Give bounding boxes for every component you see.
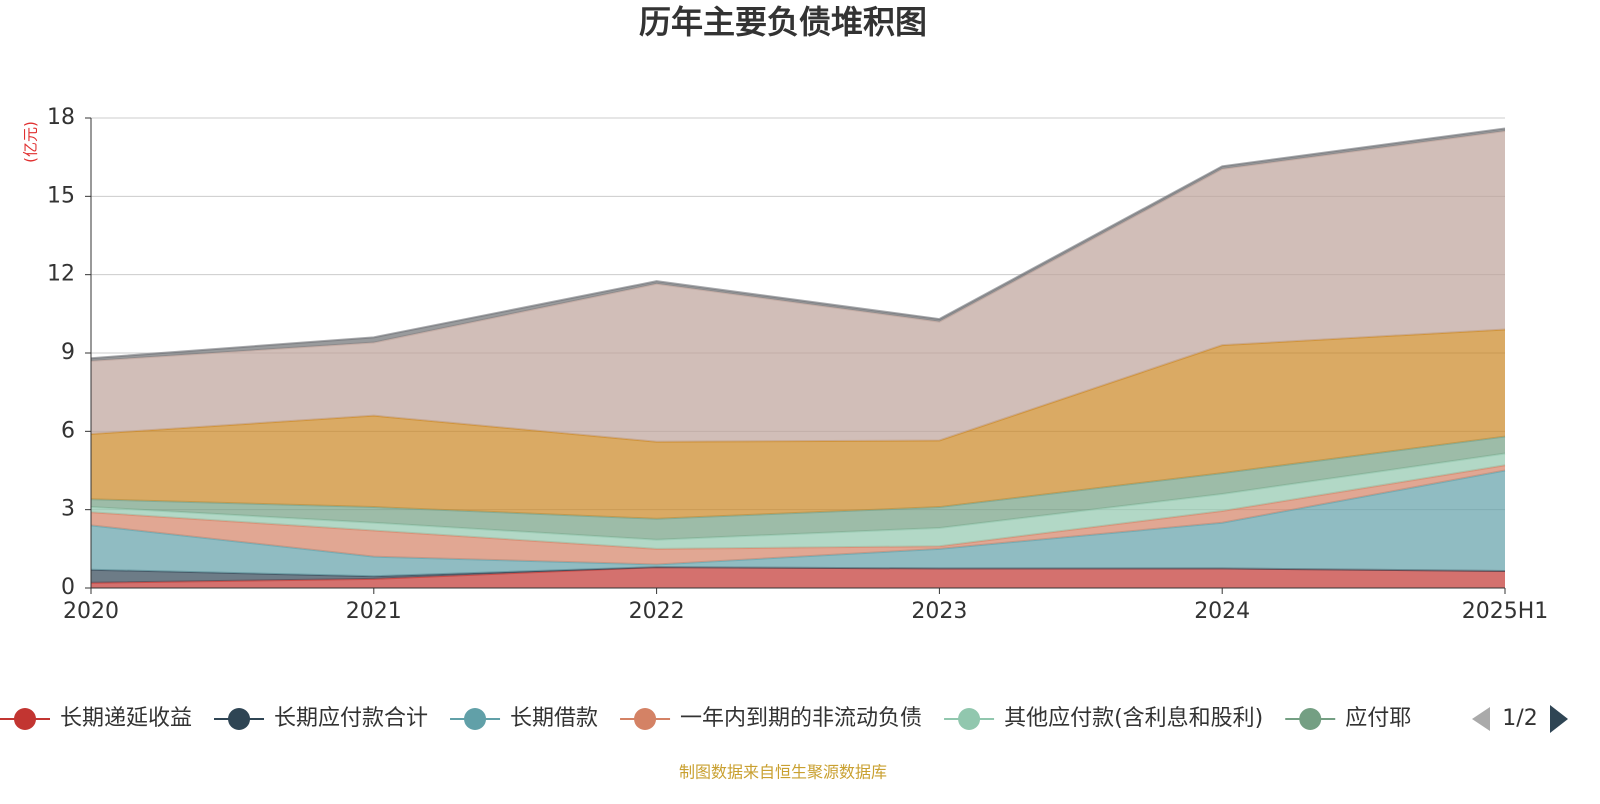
area: [91, 465, 1505, 565]
area: [91, 131, 1505, 442]
x-tick-label: 2020: [63, 599, 119, 624]
y-tick-label: 0: [61, 575, 75, 600]
legend-label: 长期递延收益: [60, 706, 192, 731]
x-tick-label: 2025H1: [1462, 599, 1549, 624]
legend-marker: [634, 708, 657, 730]
chart-title: 历年主要负债堆积图: [639, 3, 927, 41]
legend: 长期递延收益 长期应付款合计 长期借款 一年内到期的非流动负债 其他应付款(含利息和股利…: [0, 706, 1411, 731]
area: [91, 470, 1505, 577]
area: [91, 453, 1505, 549]
x-tick-label: 2022: [629, 599, 685, 624]
y-tick-label: 15: [47, 183, 75, 208]
y-tick-label: 18: [47, 105, 75, 130]
legend-marker: [464, 708, 487, 730]
y-tick-label: 3: [61, 497, 75, 522]
legend-label: 应付耶: [1345, 706, 1411, 731]
legend-marker: [14, 708, 36, 730]
y-tick-label: 12: [47, 262, 75, 287]
area: [91, 329, 1505, 519]
legend-marker: [228, 708, 251, 730]
legend-marker: [958, 708, 981, 730]
y-unit: (亿元): [22, 121, 40, 163]
legend-label: 长期应付款合计: [274, 706, 428, 731]
x-tick-label: 2021: [346, 599, 402, 624]
y-tick-label: 9: [61, 340, 75, 365]
area-line: [90, 130, 1506, 362]
legend-next[interactable]: [1550, 705, 1568, 733]
legend-marker: [1299, 708, 1322, 730]
x-tick-label: 2024: [1194, 599, 1250, 624]
legend-label: 长期借款: [510, 706, 598, 731]
area: [91, 567, 1505, 588]
area: [91, 436, 1505, 540]
x-tick-label: 2023: [911, 599, 967, 624]
y-tick-label: 6: [61, 418, 75, 443]
legend-page: 1/2: [1502, 706, 1537, 731]
area-line: [90, 127, 1506, 360]
legend-label: 其他应付款(含利息和股利): [1004, 706, 1263, 731]
legend-prev[interactable]: [1472, 707, 1490, 731]
source-note: 制图数据来自恒生聚源数据库: [679, 763, 887, 782]
legend-label: 一年内到期的非流动负债: [680, 706, 922, 731]
